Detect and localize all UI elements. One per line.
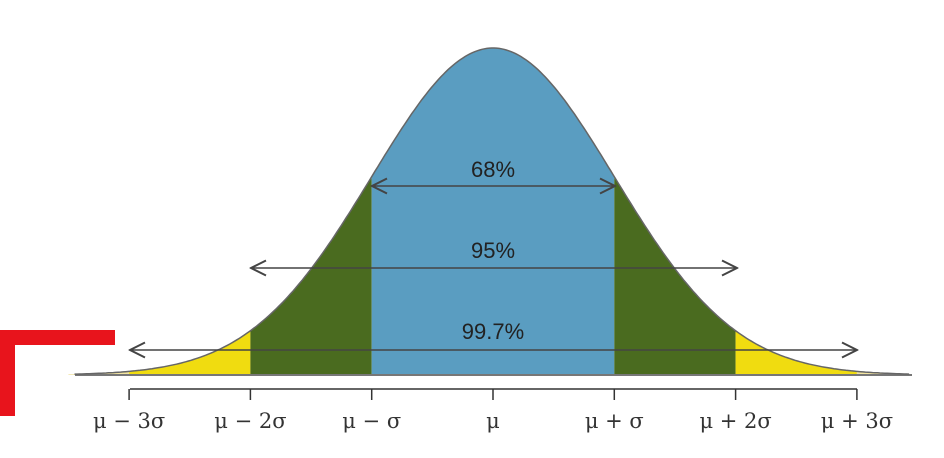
one-sigma-label: 68% [471, 157, 515, 182]
tick-label: μ + 3σ [821, 409, 893, 433]
three-sigma-label: 99.7% [462, 319, 524, 344]
tick-label: μ + σ [585, 409, 644, 433]
red-corner-vertical [0, 330, 15, 416]
yellow-region [735, 330, 857, 375]
tick-label: μ + 2σ [699, 409, 771, 433]
tick-label: μ − 2σ [214, 409, 286, 433]
axis-ticks: μ − 3σ μ − 2σ μ − σ μ μ + σ μ + 2σ μ + 3σ [93, 389, 893, 433]
blue-region [371, 48, 615, 375]
yellow-region [129, 330, 251, 375]
red-corner-horizontal [0, 330, 115, 345]
tick-label: μ − 3σ [93, 409, 165, 433]
tick-label: μ − σ [342, 409, 401, 433]
tick-label: μ [486, 409, 500, 433]
two-sigma-label: 95% [471, 238, 515, 263]
